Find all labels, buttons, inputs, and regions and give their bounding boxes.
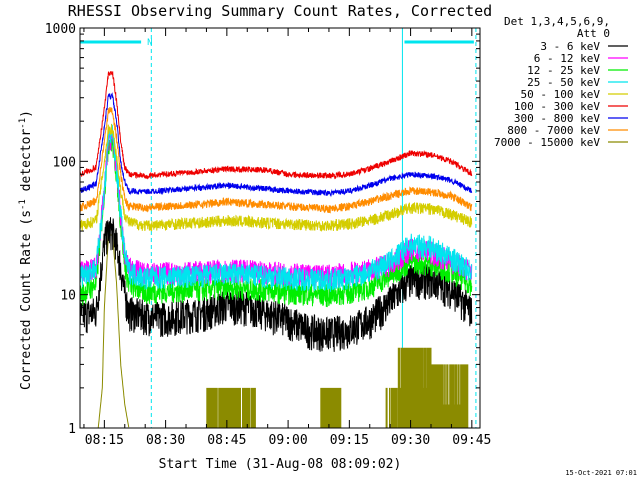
y-label-pre: Corrected Count Rate (s xyxy=(19,210,34,390)
x-tick-label-1: 08:30 xyxy=(146,433,185,448)
series-spikes-8-2 xyxy=(385,387,398,428)
series-spikes-8-1 xyxy=(320,387,342,428)
plot-frame xyxy=(79,27,481,429)
x-tick-label-3: 09:00 xyxy=(269,433,308,448)
y-tick-label-3: 1000 xyxy=(45,22,76,37)
y-axis-label: Corrected Count Rate (s-1 detector-1) xyxy=(18,110,34,390)
plot-area: N xyxy=(79,28,477,429)
legend-label-4: 50 - 100 keV xyxy=(521,88,601,101)
series-line-8 xyxy=(97,234,130,429)
legend-header-0: Det 1,3,4,5,6,9, xyxy=(504,15,610,28)
chart-title: RHESSI Observing Summary Count Rates, Co… xyxy=(68,2,492,20)
series-line-5 xyxy=(79,71,473,180)
legend-label-0: 3 - 6 keV xyxy=(540,40,600,53)
legend-label-7: 800 - 7000 keV xyxy=(507,124,600,137)
y-tick-label-1: 10 xyxy=(60,289,76,304)
legend-label-3: 25 - 50 keV xyxy=(527,76,600,89)
svg-text:Corrected Count Rate (s-1 dete: Corrected Count Rate (s-1 detector-1) xyxy=(18,110,34,390)
series-spikes-8-4 xyxy=(430,364,469,428)
series-8 xyxy=(97,234,469,429)
night-marker: N xyxy=(147,38,152,48)
y-label-exp2: -1 xyxy=(18,118,28,129)
series-spikes-8-3 xyxy=(397,347,432,428)
series-0 xyxy=(79,217,473,352)
x-tick-label-0: 08:15 xyxy=(85,433,124,448)
x-tick-label-2: 08:45 xyxy=(207,433,246,448)
series-line-3 xyxy=(79,123,473,292)
series-line-7 xyxy=(79,107,473,214)
y-label-post: ) xyxy=(19,110,34,118)
legend-header-1: Att 0 xyxy=(577,27,610,40)
series-3 xyxy=(79,123,473,292)
series-line-6 xyxy=(79,92,473,198)
footer-timestamp: 15-Oct-2021 07:01 xyxy=(565,469,637,477)
series-line-0 xyxy=(79,217,473,352)
y-tick-label-0: 1 xyxy=(68,422,76,437)
legend-label-5: 100 - 300 keV xyxy=(514,100,600,113)
legend-label-6: 300 - 800 keV xyxy=(514,112,600,125)
y-label-mid: detector xyxy=(19,129,34,200)
series-4 xyxy=(79,124,473,232)
axes: 1 10 100 1000 08:15 08:30 08:45 09:00 09:15 09:30… xyxy=(45,22,492,448)
x-axis-label: Start Time (31-Aug-08 08:09:02) xyxy=(159,457,402,472)
x-tick-label-6: 09:45 xyxy=(452,433,491,448)
series-spikes-8-0 xyxy=(206,387,256,428)
y-tick-label-2: 100 xyxy=(53,155,76,170)
series-7 xyxy=(79,107,473,214)
series-5 xyxy=(79,71,473,180)
legend-label-1: 6 - 12 keV xyxy=(534,52,601,65)
series-line-4 xyxy=(79,124,473,232)
legend-label-8: 7000 - 15000 keV xyxy=(494,136,600,149)
y-label-exp1: -1 xyxy=(18,199,28,210)
legend-label-2: 12 - 25 keV xyxy=(527,64,600,77)
x-tick-label-5: 09:30 xyxy=(391,433,430,448)
series-6 xyxy=(79,92,473,198)
x-tick-label-4: 09:15 xyxy=(330,433,369,448)
